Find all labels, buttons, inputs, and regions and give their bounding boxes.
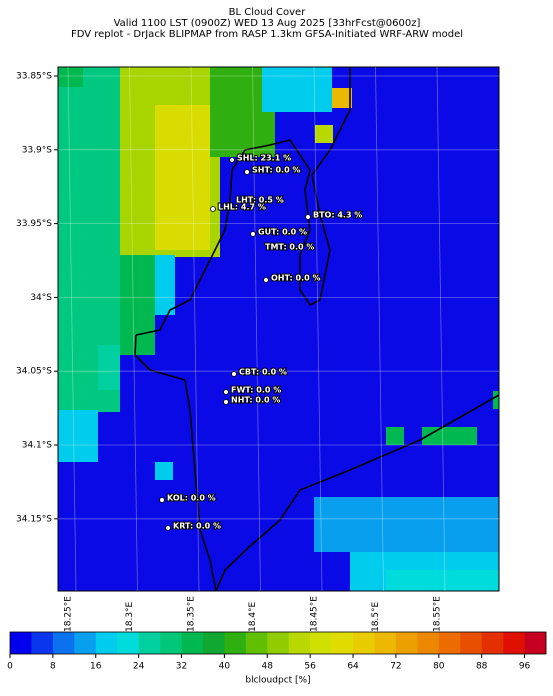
colorbar-tick-label: 8 — [50, 662, 56, 672]
colorbar-segment — [331, 632, 354, 654]
colorbar-segment — [374, 632, 397, 654]
grid-line — [252, 66, 261, 592]
station-marker — [210, 206, 216, 212]
colorbar-segment — [10, 632, 32, 654]
title-line: Valid 1100 LST (0900Z) WED 13 Aug 2025 [… — [114, 18, 421, 29]
colorbar-label: blcloudpct [%] — [245, 676, 310, 686]
colorbar-tick-label: 0 — [7, 662, 13, 672]
station-label: KRT: 0.0 % — [173, 522, 221, 531]
colorbar-tick-label: 80 — [433, 662, 445, 672]
lon-tick-label: 18.5°E — [371, 601, 381, 632]
station-marker — [223, 399, 229, 405]
colorbar-segment — [74, 632, 97, 654]
coastline — [134, 67, 500, 592]
station-marker — [231, 371, 237, 377]
colorbar-segment — [267, 632, 290, 654]
lon-tick-label: 18.4°E — [248, 601, 258, 632]
lon-tick-label: 18.45°E — [310, 596, 320, 632]
station-marker — [223, 389, 229, 395]
station-label: TMT: 0.0 % — [265, 243, 314, 252]
colorbar-segment — [160, 632, 182, 654]
colorbar-segment — [460, 632, 482, 654]
map-frame — [57, 66, 500, 592]
lat-tick-label: 34.1°S — [22, 441, 53, 451]
grid-line — [129, 66, 138, 592]
grid-line — [436, 66, 446, 592]
colorbar-tick-label: 40 — [219, 662, 231, 672]
station-label: GUT: 0.0 % — [258, 228, 307, 237]
colorbar-tick-label: 32 — [176, 662, 187, 672]
colorbar-segment — [288, 632, 311, 654]
colorbar-segment — [31, 632, 54, 654]
station-label: KOL: 0.0 % — [167, 494, 216, 503]
lat-tick-label: 34°S — [30, 293, 52, 303]
lon-tick-label: 18.3°E — [125, 601, 135, 632]
station-marker — [229, 157, 235, 163]
station-marker — [263, 277, 269, 283]
colorbar-segment — [181, 632, 204, 654]
lat-tick-label: 34.05°S — [16, 367, 52, 377]
colorbar-segment — [95, 632, 118, 654]
lon-tick-label: 18.25°E — [64, 596, 74, 632]
colorbar-tick-label: 96 — [519, 662, 531, 672]
colorbar-segment — [224, 632, 247, 654]
colorbar-tick-label: 48 — [262, 662, 274, 672]
colorbar-segment — [52, 632, 75, 654]
station-label: LHT: 0.5 % — [236, 196, 284, 205]
colorbar-tick-label: 24 — [133, 662, 145, 672]
grid-line — [67, 66, 77, 592]
colorbar-segment — [438, 632, 461, 654]
colorbar-segment — [117, 632, 139, 654]
lat-tick-label: 34.15°S — [16, 514, 52, 524]
grid-line — [190, 66, 200, 592]
lon-tick-label: 18.55°E — [433, 596, 443, 632]
station-marker — [165, 525, 171, 531]
station-marker — [250, 231, 256, 237]
colorbar-segment — [417, 632, 440, 654]
station-label: LHL: 4.7 % — [218, 203, 266, 212]
colorbar-tick-label: 88 — [476, 662, 488, 672]
station-label: FWT: 0.0 % — [231, 386, 281, 395]
colorbar-segment — [395, 632, 418, 654]
station-label: SHT: 0.0 % — [252, 166, 300, 175]
grid-line — [375, 66, 384, 592]
lat-tick-label: 33.9°S — [22, 145, 53, 155]
colorbar-tick-label: 16 — [90, 662, 102, 672]
colorbar-frame — [9, 631, 547, 655]
title-line: FDV replot - DrJack BLIPMAP from RASP 1.… — [71, 29, 463, 40]
station-marker — [244, 169, 250, 175]
colorbar-segment — [524, 632, 547, 654]
station-label: BTO: 4.3 % — [313, 211, 362, 220]
station-label: OHT: 0.0 % — [271, 274, 320, 283]
colorbar-segment — [503, 632, 525, 654]
colorbar-tick-label: 72 — [390, 662, 401, 672]
station-marker — [159, 497, 165, 503]
title-line: BL Cloud Cover — [229, 7, 307, 18]
colorbar-segment — [353, 632, 375, 654]
colorbar-segment — [138, 632, 161, 654]
colorbar-tick-label: 56 — [304, 662, 316, 672]
colorbar-segment — [202, 632, 225, 654]
lat-tick-label: 33.95°S — [16, 219, 52, 229]
station-label: SHL: 23.1 % — [237, 154, 291, 163]
grid-line — [313, 66, 323, 592]
map-raster — [58, 67, 499, 591]
station-marker — [305, 214, 311, 220]
lat-tick-label: 33.85°S — [16, 72, 52, 82]
station-label: CBT: 0.0 % — [239, 368, 287, 377]
colorbar-segment — [245, 632, 268, 654]
station-label: NHT: 0.0 % — [231, 396, 280, 405]
lon-tick-label: 18.35°E — [187, 596, 197, 632]
colorbar-segment — [310, 632, 332, 654]
colorbar-tick-label: 64 — [347, 662, 359, 672]
colorbar-segment — [481, 632, 504, 654]
